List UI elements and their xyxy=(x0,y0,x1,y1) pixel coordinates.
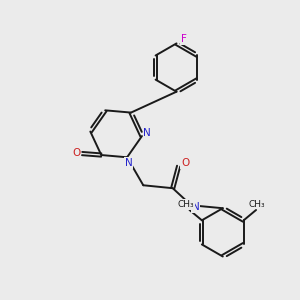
Text: N: N xyxy=(191,202,199,212)
Text: O: O xyxy=(181,158,189,168)
Text: N: N xyxy=(143,128,151,138)
Text: H: H xyxy=(180,202,187,212)
Text: F: F xyxy=(181,34,187,44)
Text: CH₃: CH₃ xyxy=(249,200,266,208)
Text: CH₃: CH₃ xyxy=(178,200,194,209)
Text: O: O xyxy=(72,148,80,158)
Text: N: N xyxy=(125,158,132,168)
